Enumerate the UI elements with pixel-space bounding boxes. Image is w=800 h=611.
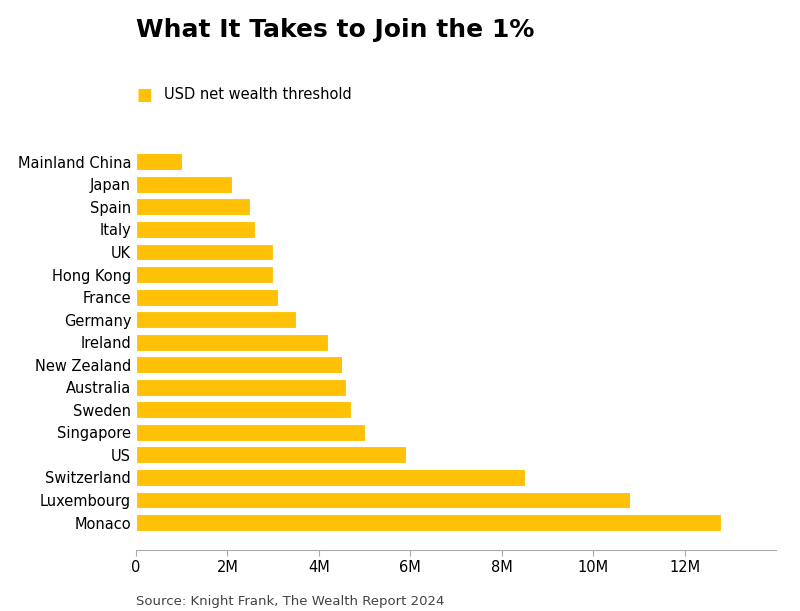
Bar [136, 244, 273, 260]
Text: What It Takes to Join the 1%: What It Takes to Join the 1% [136, 18, 534, 42]
Bar [136, 469, 525, 486]
Bar [136, 424, 365, 441]
Bar [136, 266, 273, 283]
Bar [136, 334, 328, 351]
Bar [136, 379, 346, 396]
Bar [136, 153, 182, 170]
Bar [136, 199, 250, 215]
Bar [136, 288, 278, 306]
Bar [136, 447, 406, 463]
Bar [136, 221, 255, 238]
Bar [136, 401, 351, 419]
Bar [136, 356, 342, 373]
Bar [136, 176, 232, 192]
Bar [136, 514, 721, 531]
Bar [136, 311, 296, 328]
Text: Source: Knight Frank, The Wealth Report 2024: Source: Knight Frank, The Wealth Report … [136, 595, 444, 608]
Text: ■: ■ [136, 86, 152, 104]
Text: USD net wealth threshold: USD net wealth threshold [164, 87, 352, 102]
Bar [136, 492, 630, 508]
